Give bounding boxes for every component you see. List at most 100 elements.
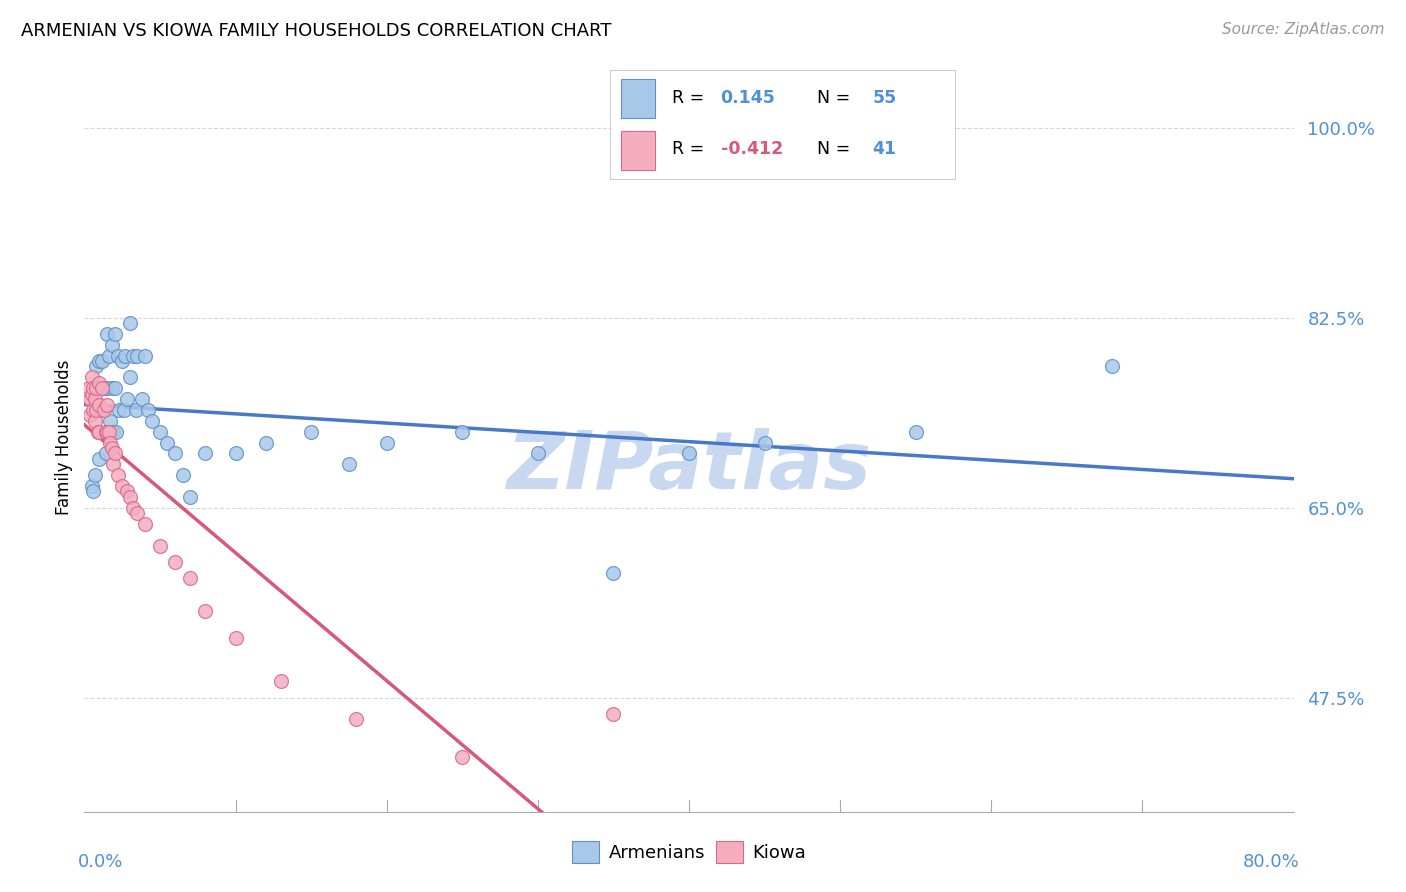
Point [104, 446, 127, 460]
Point [79, 392, 101, 406]
Point [1101, 359, 1123, 374]
Point [678, 446, 700, 460]
Point [79, 409, 101, 423]
Point [107, 349, 129, 363]
Point [115, 392, 138, 406]
Point [86, 359, 108, 374]
Text: 80.0%: 80.0% [1243, 853, 1299, 871]
Point [179, 490, 201, 504]
Point [118, 370, 141, 384]
Point [96, 381, 118, 395]
Point [96, 326, 118, 341]
Text: ARMENIAN VS KIOWA FAMILY HOUSEHOLDS CORRELATION CHART: ARMENIAN VS KIOWA FAMILY HOUSEHOLDS CORR… [21, 22, 612, 40]
Point [111, 479, 134, 493]
Point [121, 349, 143, 363]
Point [98, 414, 121, 428]
Point [602, 566, 624, 580]
Point [125, 403, 148, 417]
Point [89, 451, 111, 466]
Point [527, 446, 550, 460]
Y-axis label: Family Households: Family Households [55, 359, 73, 515]
Point [179, 571, 201, 585]
Point [127, 506, 149, 520]
Point [101, 457, 124, 471]
Point [375, 435, 398, 450]
Point [141, 414, 163, 428]
Point [105, 425, 128, 439]
Point [156, 435, 179, 450]
Point [98, 435, 121, 450]
Point [254, 435, 277, 450]
Point [904, 425, 927, 439]
Text: Source: ZipAtlas.com: Source: ZipAtlas.com [1222, 22, 1385, 37]
Point [89, 376, 111, 390]
Point [104, 326, 127, 341]
Point [87, 381, 110, 395]
Point [127, 349, 149, 363]
Point [451, 750, 474, 764]
Point [93, 381, 115, 395]
Point [165, 446, 187, 460]
Point [96, 397, 118, 411]
Point [136, 403, 159, 417]
Point [84, 414, 107, 428]
Point [80, 386, 103, 401]
Point [104, 381, 127, 395]
Point [84, 468, 107, 483]
Point [165, 555, 187, 569]
Point [89, 397, 111, 411]
Text: 0.0%: 0.0% [79, 853, 124, 871]
Point [111, 354, 134, 368]
Point [100, 441, 122, 455]
Point [89, 354, 111, 368]
Point [82, 381, 104, 395]
Point [86, 381, 108, 395]
Point [225, 631, 247, 645]
Point [89, 425, 111, 439]
Point [112, 403, 135, 417]
Point [101, 425, 124, 439]
Point [93, 403, 115, 417]
Point [108, 403, 131, 417]
Point [121, 500, 143, 515]
Point [149, 539, 172, 553]
Point [107, 468, 129, 483]
Point [134, 516, 156, 531]
Point [96, 425, 118, 439]
Point [100, 381, 122, 395]
Point [82, 403, 104, 417]
Point [346, 713, 368, 727]
Point [270, 674, 292, 689]
Point [149, 425, 172, 439]
Point [602, 706, 624, 721]
Point [80, 370, 103, 384]
Point [172, 468, 194, 483]
Text: ZIPatlas: ZIPatlas [506, 428, 872, 506]
Point [86, 403, 108, 417]
Point [114, 349, 136, 363]
Point [299, 425, 322, 439]
Point [754, 435, 776, 450]
Point [100, 338, 122, 352]
Point [194, 604, 217, 618]
Point [131, 392, 153, 406]
Point [118, 316, 141, 330]
Point [97, 349, 120, 363]
Legend: Armenians, Kiowa: Armenians, Kiowa [565, 834, 813, 870]
Point [225, 446, 247, 460]
Point [97, 425, 120, 439]
Point [94, 446, 117, 460]
Point [80, 479, 103, 493]
Point [115, 484, 138, 499]
Point [87, 425, 110, 439]
Point [118, 490, 141, 504]
Point [89, 403, 111, 417]
Point [91, 354, 114, 368]
Point [84, 392, 107, 406]
Point [451, 425, 474, 439]
Point [91, 403, 114, 417]
Point [82, 484, 104, 499]
Point [94, 425, 117, 439]
Point [91, 381, 114, 395]
Point [194, 446, 217, 460]
